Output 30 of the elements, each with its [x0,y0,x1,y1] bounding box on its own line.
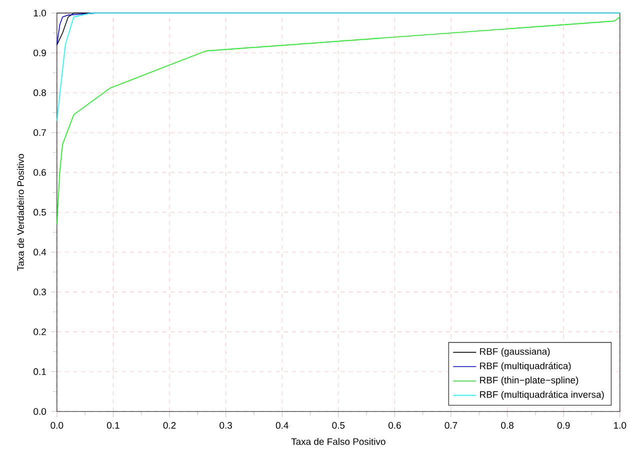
legend-label: RBF (multiquadrática inversa) [480,390,604,400]
y-axis-title: Taxa de Verdadeiro Positivo [17,154,24,271]
line-series [56,12,620,121]
x-tick-label: 0.4 [276,422,288,429]
y-tick-label: 0.4 [34,248,46,256]
x-tick-label: 0.5 [332,422,345,429]
line-series [56,16,620,225]
y-tick-label: 0.8 [34,89,46,96]
y-tick-label: 0.2 [34,328,46,336]
y-tick-label: 0.7 [34,129,46,136]
x-axis-title: Taxa de Falso Positivo [291,438,386,445]
x-tick-label: 0.8 [501,422,514,429]
legend-label: RBF (multiquadrática) [480,362,571,371]
y-tick-label: 1.0 [34,10,46,16]
x-tick-label: 0.0 [50,422,64,429]
y-tick-label: 0.5 [34,208,46,216]
x-tick-label: 0.2 [163,422,176,429]
x-tick-label: 0.3 [220,422,232,429]
y-tick-label: 0.9 [34,49,46,56]
x-tick-label: 1.0 [614,422,626,429]
y-tick-label: 0.1 [34,368,46,375]
y-tick-label: 0.3 [34,288,46,296]
legend-label: RBF (gaussiana) [480,348,550,357]
x-tick-label: 0.6 [388,422,401,429]
x-tick-label: 0.1 [107,422,120,429]
legend-label: RBF (thin−plate−spline) [480,376,578,386]
x-tick-label: 0.9 [557,422,570,429]
y-tick-label: 0.0 [34,408,46,415]
x-tick-label: 0.7 [444,422,458,429]
y-tick-label: 0.6 [34,168,46,176]
